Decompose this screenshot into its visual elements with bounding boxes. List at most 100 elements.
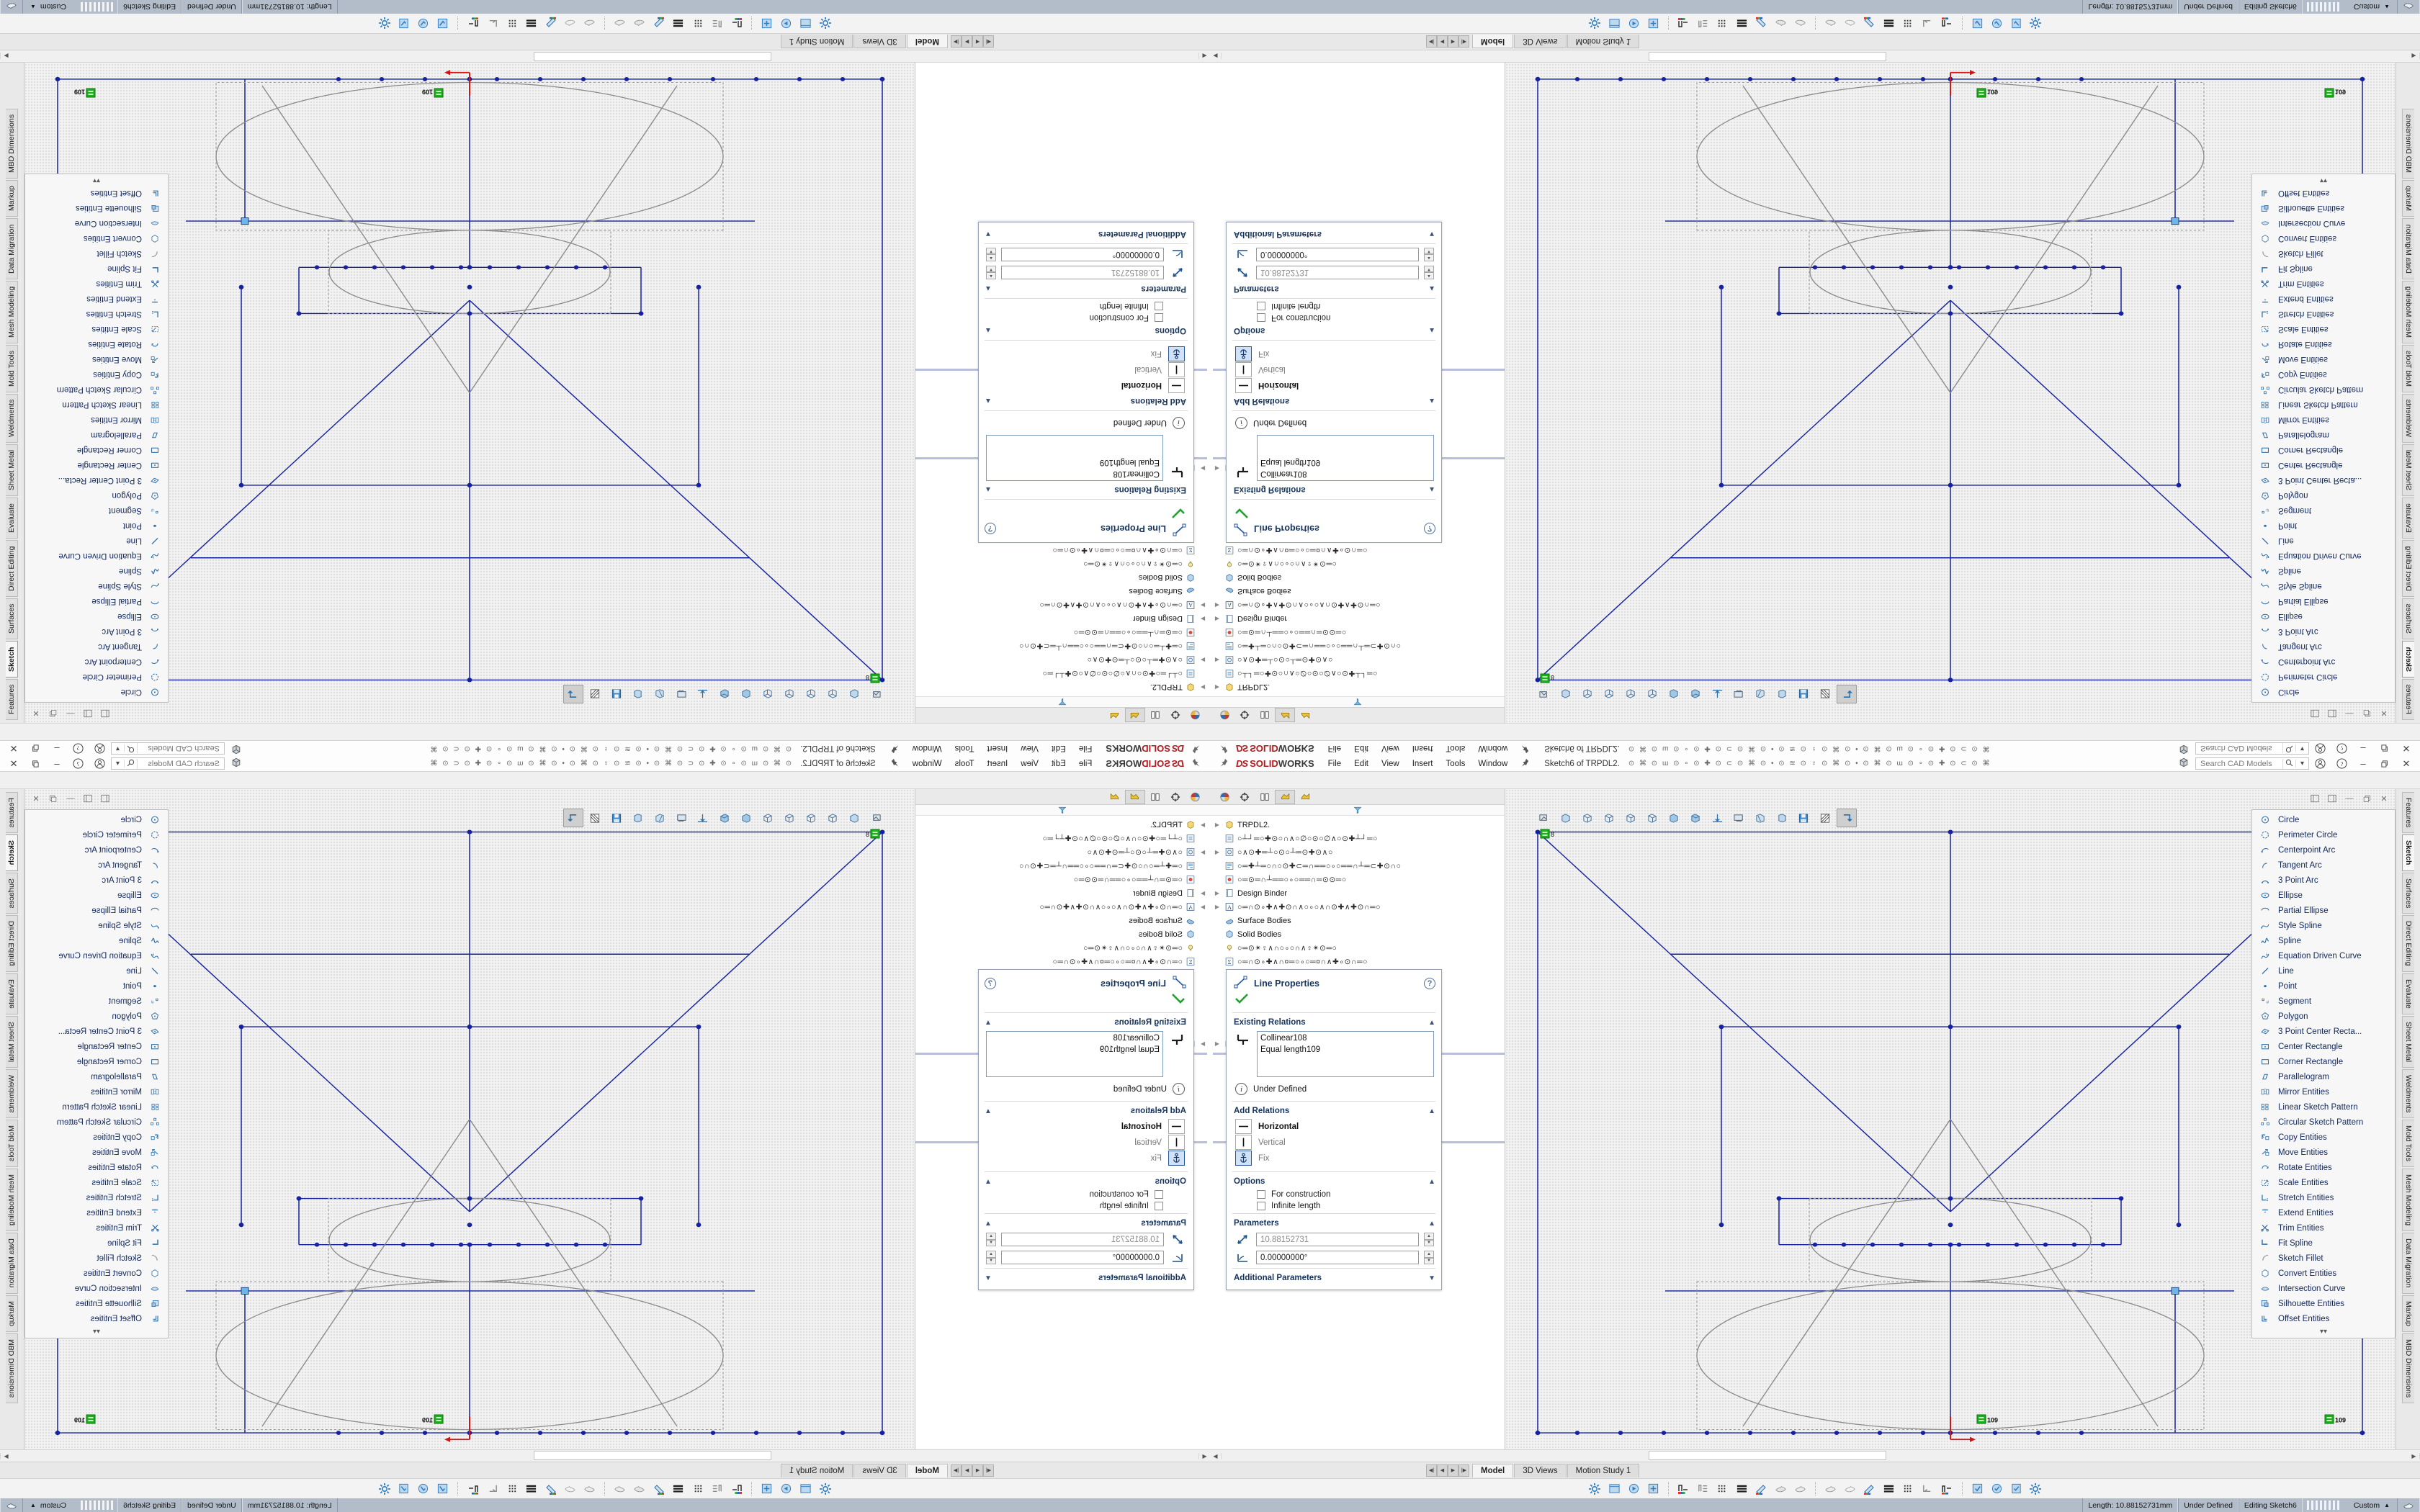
scroll-thumb[interactable]: [1649, 52, 1886, 61]
tab-evaluate[interactable]: Evaluate: [2402, 498, 2414, 539]
menu-insert[interactable]: Insert: [987, 759, 1008, 768]
save-icon[interactable]: [1793, 809, 1814, 827]
flyout-item-rotate-entities[interactable]: Rotate Entities: [2252, 1160, 2395, 1175]
scene-d-icon[interactable]: [1840, 1480, 1860, 1498]
status-units[interactable]: Custom ▲: [23, 1501, 76, 1510]
flyout-item-silhouette-entities[interactable]: Silhouette Entities: [25, 201, 168, 216]
collapse-left-icon[interactable]: [2306, 791, 2323, 806]
status-units[interactable]: Custom ▲: [23, 3, 76, 12]
last-icon[interactable]: |▶: [1458, 35, 1469, 48]
view-bottom-icon[interactable]: [1664, 685, 1684, 703]
tab-evaluate[interactable]: Evaluate: [6, 498, 18, 539]
sensor-icon[interactable]: [464, 15, 483, 32]
flyout-item-perimeter-circle[interactable]: Perimeter Circle: [25, 670, 168, 685]
flyout-item-extend-entities[interactable]: Extend Entities: [25, 1205, 168, 1220]
tree-row[interactable]: ○═✚┴═○∩○⊙✚⊂═∩══○∘○══∩┴═⊂✚⊙∩○: [1213, 639, 1505, 653]
scroll-left-icon[interactable]: ◀: [1210, 1452, 1222, 1459]
stepper-up[interactable]: ▲: [1424, 254, 1434, 261]
chevron-up-icon[interactable]: ▲: [1428, 485, 1435, 494]
stepper-down[interactable]: ▼: [986, 1257, 996, 1264]
expand-arrow-icon[interactable]: ▶: [1200, 657, 1206, 663]
chevron-up-icon[interactable]: ▲: [1428, 1177, 1435, 1186]
exit-sketch-icon[interactable]: [1837, 809, 1857, 827]
exit-sketch-icon[interactable]: [1837, 685, 1857, 703]
tab-mesh-modeling[interactable]: Mesh Modeling: [6, 1169, 18, 1232]
minimize-button[interactable]: –: [54, 758, 60, 769]
flyout-item-line[interactable]: Line: [2252, 963, 2395, 978]
scroll-track[interactable]: [12, 50, 1198, 62]
dim-xpert-tab[interactable]: [1105, 708, 1125, 723]
help-icon[interactable]: ?: [68, 756, 89, 771]
flyout-item-point[interactable]: Point: [25, 518, 168, 534]
relation-badge-8a[interactable]: 8: [861, 829, 880, 841]
scene-d-icon[interactable]: [1840, 15, 1860, 32]
zoom-to-fit-icon[interactable]: [1534, 809, 1554, 827]
stepper-down[interactable]: ▼: [1424, 1257, 1434, 1264]
grid2-icon[interactable]: [1899, 15, 1918, 32]
existing-relations-header[interactable]: Existing Relations ▲: [1227, 482, 1441, 498]
addins-icon[interactable]: [1644, 1480, 1663, 1498]
flyout-item-move-entities[interactable]: Move Entities: [25, 1145, 168, 1160]
checkbox-infinite-length[interactable]: [1257, 302, 1265, 310]
relation-badge-109a[interactable]: 109: [1976, 86, 2003, 98]
flyout-item-circular-sketch-pattern[interactable]: Circular Sketch Pattern: [25, 1115, 168, 1130]
help-icon[interactable]: ?: [1424, 523, 1435, 535]
minimize-icon[interactable]: —: [66, 709, 75, 718]
tab-surfaces[interactable]: Surfaces: [6, 872, 18, 914]
search-box[interactable]: Search CAD Models ▾: [2195, 742, 2309, 755]
tab-mesh-modeling[interactable]: Mesh Modeling: [6, 280, 18, 343]
tree-root[interactable]: ▶ TRPDL2.: [1213, 818, 1505, 832]
tab-sketch[interactable]: Sketch: [2402, 834, 2414, 871]
scene-a-icon[interactable]: [1771, 15, 1791, 32]
stepper-up[interactable]: ▲: [986, 1251, 996, 1258]
scroll-left-icon[interactable]: ◀: [1198, 1452, 1210, 1459]
flyout-item-sketch-fillet[interactable]: Sketch Fillet: [2252, 1251, 2395, 1266]
additional-parameters-header[interactable]: Additional Parameters ▼: [979, 227, 1193, 242]
flyout-item-parallelogram[interactable]: Parallelogram: [25, 1069, 168, 1084]
checkbox-for-construction[interactable]: [1155, 1190, 1163, 1199]
flyout-item-line[interactable]: Line: [2252, 534, 2395, 549]
tab-weldments[interactable]: Weldments: [2402, 393, 2414, 444]
option-infinite-length[interactable]: Infinite length: [979, 300, 1193, 312]
flyout-item-offset-entities[interactable]: Offset Entities: [2252, 1311, 2395, 1326]
flyout-item-circle[interactable]: Circle: [25, 685, 168, 700]
tab-sheet-metal[interactable]: Sheet Metal: [6, 444, 18, 497]
tree-row[interactable]: Surface Bodies: [1213, 585, 1505, 598]
lines-icon[interactable]: [1879, 15, 1899, 32]
feature-manager-tab[interactable]: [1186, 708, 1206, 723]
overlay-icon[interactable]: [2397, 0, 2420, 14]
tab-markup[interactable]: Markup: [6, 1295, 18, 1332]
measure-icon[interactable]: [1918, 15, 1937, 32]
flyout-item-segment[interactable]: # Segment: [25, 994, 168, 1009]
flyout-item-partial-ellipse[interactable]: Partial Ellipse: [2252, 594, 2395, 609]
overlay-icon[interactable]: [2397, 1498, 2420, 1512]
tab-model[interactable]: Model: [1472, 35, 1514, 49]
tree-row[interactable]: ○═⊙✴♀∧∩○∘○∩∧♀✴⊙═○: [915, 941, 1207, 955]
next-icon[interactable]: ▶: [1448, 35, 1458, 48]
expand-arrow-icon[interactable]: ▶: [1214, 602, 1220, 608]
settings-icon[interactable]: [375, 15, 395, 32]
configuration-manager-tab[interactable]: [1145, 790, 1165, 804]
edit-texture-icon[interactable]: [1693, 15, 1713, 32]
feature-manager-tab[interactable]: [1186, 790, 1206, 804]
tree-row[interactable]: Σ ○═∩⊙∘✚∧∩¤═○∘○═¤∩∧✚∘⊙∩═○: [1213, 544, 1505, 557]
restore-button[interactable]: [2374, 741, 2396, 756]
tree-row[interactable]: ▶ A ○═∩⊙∘✚∧✚⊙∩∧○∘○∧∩⊙✚∧✚⊙∩═○: [915, 900, 1207, 914]
flyout-item-equation-driven-curve[interactable]: fx Equation Driven Curve: [25, 948, 168, 963]
sensor-icon[interactable]: [464, 1480, 483, 1498]
last-icon[interactable]: |▶: [951, 1464, 962, 1477]
flyout-item-linear-sketch-pattern[interactable]: Linear Sketch Pattern: [25, 1099, 168, 1115]
flyout-item-tangent-arc[interactable]: Tangent Arc: [25, 639, 168, 654]
display-manager-tab[interactable]: [1275, 708, 1295, 723]
check-sketch-icon[interactable]: [414, 1480, 434, 1498]
tab-sketch[interactable]: Sketch: [6, 834, 18, 871]
flyout-item-ellipse[interactable]: Ellipse: [2252, 609, 2395, 624]
additional-parameters-header[interactable]: Additional Parameters ▼: [1227, 1270, 1441, 1285]
first-icon[interactable]: ◀|: [983, 35, 994, 48]
options-icon[interactable]: [1585, 1480, 1605, 1498]
check-sketch-icon[interactable]: [1987, 15, 2007, 32]
chevron-up-icon[interactable]: ▲: [1428, 397, 1435, 405]
stepper-up[interactable]: ▲: [986, 254, 996, 261]
edit-texture-icon[interactable]: [708, 15, 727, 32]
tree-root[interactable]: ▶ TRPDL2.: [1213, 680, 1505, 694]
